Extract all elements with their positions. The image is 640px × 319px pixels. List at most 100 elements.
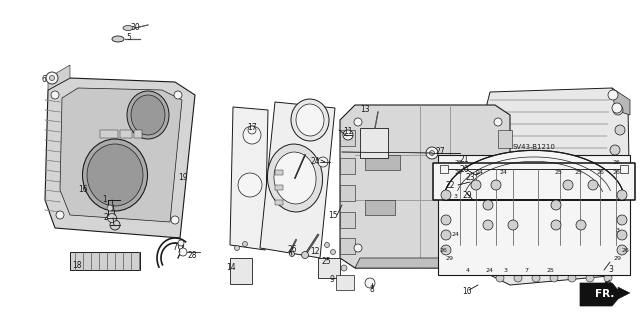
Text: 3: 3 — [608, 265, 613, 275]
Polygon shape — [612, 240, 628, 260]
Ellipse shape — [123, 26, 133, 31]
Bar — [336, 275, 354, 290]
Circle shape — [243, 126, 261, 144]
Polygon shape — [612, 88, 630, 115]
Circle shape — [354, 244, 362, 252]
Circle shape — [465, 197, 471, 203]
Circle shape — [532, 274, 540, 282]
Polygon shape — [48, 65, 70, 90]
Bar — [100, 130, 118, 138]
Circle shape — [483, 220, 493, 230]
Ellipse shape — [268, 144, 323, 212]
Circle shape — [243, 241, 248, 247]
Text: 26: 26 — [454, 169, 462, 174]
Text: 20: 20 — [459, 166, 468, 174]
Circle shape — [604, 274, 612, 282]
Circle shape — [615, 125, 625, 135]
Polygon shape — [340, 185, 355, 201]
Polygon shape — [478, 175, 490, 185]
Bar — [275, 185, 283, 190]
Circle shape — [301, 251, 308, 258]
Ellipse shape — [127, 91, 169, 139]
Ellipse shape — [291, 99, 329, 141]
Text: 24: 24 — [500, 169, 508, 174]
Circle shape — [586, 274, 594, 282]
Polygon shape — [355, 258, 510, 268]
Text: 29: 29 — [462, 190, 472, 199]
Circle shape — [467, 172, 473, 178]
Text: 10: 10 — [462, 287, 472, 296]
Text: 25: 25 — [546, 268, 554, 272]
Circle shape — [494, 244, 502, 252]
Circle shape — [508, 220, 518, 230]
Polygon shape — [498, 205, 512, 223]
Text: 11: 11 — [343, 128, 353, 137]
Polygon shape — [455, 180, 490, 195]
Circle shape — [318, 157, 328, 167]
Circle shape — [613, 245, 623, 255]
Circle shape — [459, 182, 465, 188]
Circle shape — [568, 274, 576, 282]
Text: 1: 1 — [102, 196, 107, 204]
Text: 25: 25 — [554, 169, 562, 174]
Circle shape — [605, 243, 615, 253]
Bar — [134, 130, 142, 138]
Text: 2: 2 — [103, 213, 108, 222]
Polygon shape — [478, 215, 490, 225]
Ellipse shape — [131, 95, 165, 135]
Circle shape — [608, 90, 618, 100]
Circle shape — [289, 251, 294, 256]
Circle shape — [617, 245, 627, 255]
Polygon shape — [498, 130, 512, 148]
Text: SV43-B1210: SV43-B1210 — [513, 144, 556, 150]
Text: 24: 24 — [486, 268, 494, 272]
Circle shape — [612, 103, 622, 113]
Text: 7: 7 — [524, 268, 528, 272]
Circle shape — [171, 216, 179, 224]
Text: 22: 22 — [445, 181, 455, 189]
Bar — [440, 165, 448, 173]
Text: 29: 29 — [614, 256, 622, 262]
Circle shape — [576, 220, 586, 230]
Text: 3: 3 — [454, 195, 458, 199]
Polygon shape — [478, 235, 490, 245]
Text: 26: 26 — [612, 169, 620, 174]
Text: 7: 7 — [172, 243, 177, 253]
Polygon shape — [365, 200, 395, 215]
Text: 6: 6 — [41, 76, 46, 85]
Text: 16: 16 — [78, 186, 88, 195]
Circle shape — [514, 274, 522, 282]
Circle shape — [46, 72, 58, 84]
Ellipse shape — [296, 104, 324, 136]
Circle shape — [588, 180, 598, 190]
Text: 26: 26 — [439, 249, 447, 254]
Polygon shape — [580, 283, 618, 306]
Circle shape — [248, 126, 256, 134]
Circle shape — [617, 215, 627, 225]
Polygon shape — [478, 135, 490, 145]
Circle shape — [56, 211, 64, 219]
Circle shape — [365, 278, 375, 288]
Text: 24: 24 — [310, 158, 320, 167]
Polygon shape — [498, 180, 512, 198]
Ellipse shape — [87, 144, 143, 206]
Text: 17: 17 — [247, 123, 257, 132]
Circle shape — [477, 162, 483, 168]
Polygon shape — [365, 155, 400, 170]
Polygon shape — [438, 155, 630, 275]
Circle shape — [49, 76, 54, 80]
Text: 26: 26 — [612, 160, 620, 166]
Circle shape — [441, 190, 451, 200]
Text: 26: 26 — [621, 249, 629, 254]
Text: 26: 26 — [454, 160, 462, 166]
Circle shape — [108, 213, 116, 222]
Text: 19: 19 — [178, 174, 188, 182]
Circle shape — [550, 274, 558, 282]
Circle shape — [51, 91, 59, 99]
Ellipse shape — [274, 152, 316, 204]
Text: 4: 4 — [603, 280, 608, 290]
Circle shape — [426, 147, 438, 159]
Polygon shape — [45, 78, 195, 238]
Text: 26: 26 — [287, 246, 296, 255]
Polygon shape — [478, 88, 630, 285]
